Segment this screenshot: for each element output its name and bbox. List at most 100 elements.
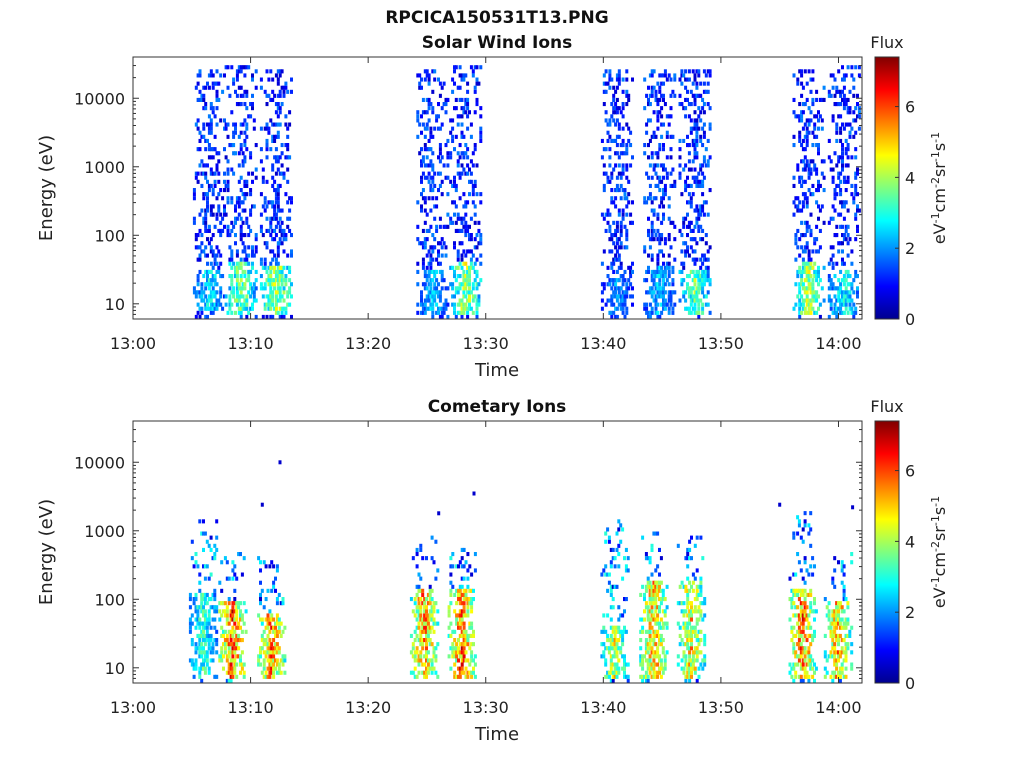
flux-cell bbox=[682, 654, 686, 659]
flux-cell bbox=[266, 617, 270, 622]
flux-cell bbox=[421, 188, 425, 193]
flux-cell bbox=[268, 674, 272, 679]
flux-cell bbox=[708, 126, 712, 131]
flux-cell bbox=[194, 617, 198, 622]
flux-cell bbox=[192, 192, 196, 197]
flux-cell bbox=[223, 629, 227, 634]
flux-cell bbox=[684, 183, 688, 188]
flux-cell bbox=[202, 216, 206, 221]
flux-cell bbox=[211, 592, 215, 597]
flux-cell bbox=[460, 642, 464, 647]
flux-cell bbox=[473, 147, 477, 152]
flux-cell bbox=[648, 609, 652, 614]
flux-cell bbox=[619, 241, 623, 246]
flux-cell bbox=[805, 638, 809, 643]
flux-cell bbox=[235, 102, 239, 107]
flux-cell bbox=[825, 613, 829, 618]
flux-cell bbox=[691, 192, 695, 197]
flux-cell bbox=[684, 253, 688, 258]
flux-cell bbox=[273, 228, 277, 233]
flux-cell bbox=[831, 646, 835, 651]
flux-cell bbox=[464, 253, 468, 258]
flux-cell bbox=[271, 204, 275, 209]
flux-cell bbox=[697, 69, 701, 74]
flux-cell bbox=[652, 588, 656, 593]
flux-cell bbox=[420, 192, 423, 197]
flux-cell bbox=[466, 310, 470, 315]
flux-cell bbox=[686, 629, 690, 634]
flux-cell bbox=[645, 130, 649, 135]
flux-cell bbox=[280, 306, 284, 311]
flux-cell bbox=[842, 216, 846, 221]
flux-cell bbox=[663, 613, 667, 618]
flux-cell bbox=[446, 224, 450, 229]
flux-cell bbox=[699, 265, 703, 270]
flux-cell bbox=[206, 200, 209, 205]
flux-cell bbox=[468, 249, 471, 254]
flux-cell bbox=[444, 143, 448, 148]
flux-cell bbox=[835, 183, 839, 188]
flux-cell bbox=[641, 674, 645, 679]
flux-cell bbox=[234, 220, 237, 225]
y-axis-label: Energy (eV) bbox=[36, 135, 57, 241]
flux-cell bbox=[235, 294, 239, 299]
flux-cell bbox=[801, 678, 805, 683]
flux-cell bbox=[271, 249, 275, 254]
flux-cell bbox=[652, 196, 656, 201]
flux-cell bbox=[449, 216, 453, 221]
flux-cell bbox=[426, 617, 430, 622]
flux-cell bbox=[623, 151, 627, 156]
flux-cell bbox=[648, 666, 652, 671]
flux-cell bbox=[608, 278, 612, 283]
flux-cell bbox=[693, 143, 697, 148]
flux-cell bbox=[432, 605, 436, 610]
flux-cell bbox=[809, 302, 813, 307]
flux-cell bbox=[693, 633, 697, 638]
flux-cell bbox=[458, 621, 462, 626]
flux-cell bbox=[659, 580, 663, 585]
flux-cell bbox=[614, 228, 618, 233]
flux-cell bbox=[237, 654, 241, 659]
flux-cell bbox=[245, 147, 249, 152]
flux-cell bbox=[440, 314, 444, 319]
flux-cell bbox=[269, 274, 273, 279]
flux-cell bbox=[809, 605, 813, 610]
flux-cell bbox=[854, 65, 858, 70]
flux-cell bbox=[266, 650, 270, 655]
flux-cell bbox=[641, 666, 645, 671]
flux-cell bbox=[196, 613, 200, 618]
flux-cell bbox=[612, 85, 616, 90]
flux-cell bbox=[466, 102, 470, 107]
flux-cell bbox=[276, 290, 280, 295]
flux-cell bbox=[621, 106, 625, 111]
flux-cell bbox=[658, 654, 661, 659]
flux-cell bbox=[198, 617, 202, 622]
flux-cell bbox=[800, 208, 804, 213]
flux-cell bbox=[454, 314, 458, 319]
flux-cell bbox=[817, 147, 820, 152]
flux-cell bbox=[243, 245, 247, 250]
flux-cell bbox=[204, 302, 208, 307]
flux-cell bbox=[430, 588, 434, 593]
flux-cell bbox=[699, 592, 703, 597]
flux-cell bbox=[239, 306, 243, 311]
flux-cell bbox=[697, 212, 701, 217]
flux-cell bbox=[699, 179, 703, 184]
flux-cell bbox=[188, 621, 192, 626]
flux-cell bbox=[275, 629, 279, 634]
flux-cell bbox=[805, 625, 809, 630]
flux-cell bbox=[807, 106, 811, 111]
flux-cell bbox=[835, 298, 839, 303]
flux-cell bbox=[686, 249, 689, 254]
flux-cell bbox=[462, 576, 466, 581]
flux-cell bbox=[192, 290, 196, 295]
flux-cell bbox=[659, 674, 663, 679]
flux-cell bbox=[224, 155, 228, 160]
flux-cell bbox=[817, 118, 820, 123]
flux-cell bbox=[425, 73, 429, 78]
flux-cell bbox=[801, 269, 805, 274]
flux-cell bbox=[852, 77, 856, 82]
flux-cell bbox=[203, 625, 207, 630]
flux-cell bbox=[222, 654, 225, 659]
flux-cell bbox=[433, 245, 437, 250]
